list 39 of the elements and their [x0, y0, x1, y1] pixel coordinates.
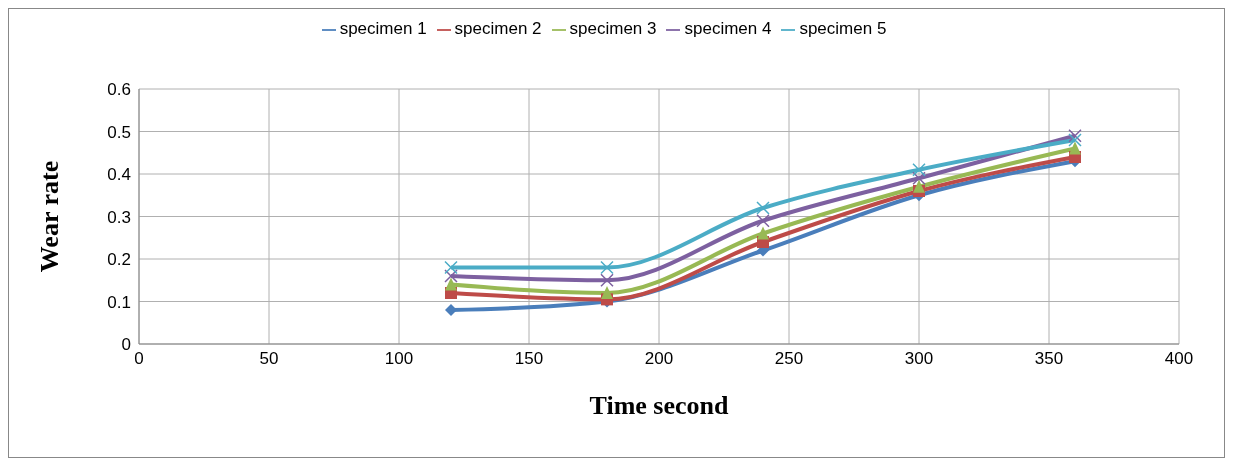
legend-label: specimen 5: [799, 19, 887, 38]
x-tick-label: 50: [259, 349, 279, 369]
point: [913, 179, 925, 193]
y-tick-label: 0.4: [107, 165, 131, 185]
y-tick-label: 0.1: [107, 292, 131, 312]
x-axis-title: Time second: [589, 391, 729, 420]
point: [600, 260, 614, 275]
point: [912, 171, 926, 185]
x-tick-label: 0: [134, 349, 144, 369]
point: [601, 286, 613, 299]
point: [1068, 129, 1082, 143]
legend-label: specimen 4: [684, 19, 772, 38]
legend-label: specimen 1: [339, 19, 427, 38]
y-tick-label: 0.5: [107, 122, 131, 142]
point: [445, 277, 457, 291]
point: [756, 201, 770, 215]
point: [444, 260, 458, 275]
point: [756, 214, 770, 228]
legend-label: specimen 3: [569, 19, 657, 38]
x-tick-label: 300: [904, 349, 934, 369]
point: [1068, 133, 1082, 147]
point: [445, 304, 457, 316]
y-tick-label: 0.6: [107, 80, 131, 100]
x-tick-label: 250: [774, 349, 804, 369]
y-tick-label: 0: [121, 335, 131, 355]
y-tick-label: 0.2: [107, 250, 131, 270]
y-axis-title: Wear rate: [35, 160, 65, 273]
point: [757, 226, 769, 240]
point: [600, 273, 614, 287]
legend-label: specimen 2: [454, 19, 542, 38]
point: [1069, 141, 1081, 155]
x-tick-label: 350: [1034, 349, 1064, 369]
point: [444, 269, 458, 283]
y-tick-label: 0.3: [107, 207, 131, 227]
x-tick-label: 400: [1164, 349, 1194, 369]
x-tick-label: 100: [384, 349, 414, 369]
x-tick-label: 150: [514, 349, 544, 369]
x-tick-label: 200: [644, 349, 674, 369]
point: [912, 163, 926, 177]
